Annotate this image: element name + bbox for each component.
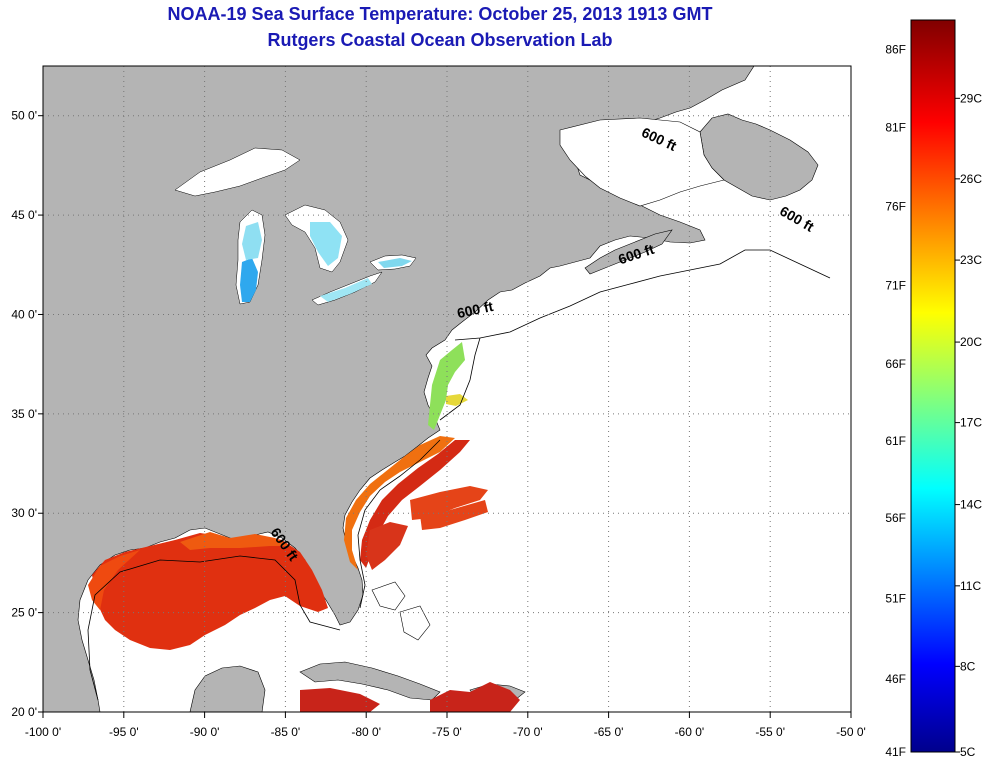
lon-tick-label: -90 0' [190,725,220,739]
colorbar-f-label: 41F [885,745,906,759]
lake-michigan-sst [240,258,258,302]
land-cuba [299,661,441,701]
colorbar-labels: 41F 46F 51F 56F 61F 66F 71F 76F 81F 86F 5C 8C 11C 14C… [885,42,982,759]
colorbar-f-label: 66F [885,357,906,371]
gulf-stream-sst [360,440,470,568]
lat-tick-label: 40 0' [11,307,37,321]
colorbar-f-label: 71F [885,279,906,293]
contour-600ft-se [357,439,441,609]
lat-tick-label: 20 0' [11,705,37,719]
lon-tick-label: -85 0' [271,725,301,739]
colorbar-f-label: 51F [885,591,906,605]
map-title: NOAA-19 Sea Surface Temperature: October… [167,4,713,24]
land-yucatan [189,665,266,712]
lake-superior [174,147,301,197]
contour-600ft-shelf [439,337,481,421]
lon-tick-label: -55 0' [755,725,785,739]
lake-erie-sst [320,278,372,302]
lake-ontario-sst [378,258,412,268]
colorbar-f-label: 81F [885,121,906,135]
offshore-warm-patch-2 [420,500,488,530]
lat-tick-label: 30 0' [11,506,37,520]
lon-tick-label: -70 0' [513,725,543,739]
contour-600ft-gulf [87,555,341,701]
land-nova-scotia [584,229,673,275]
colorbar-c-label: 5C [960,745,976,759]
contour-600ft-bahamas [371,581,431,641]
colorbar-c-label: 11C [960,579,981,593]
colorbar-c-label: 14C [960,498,982,512]
lat-tick-label: 50 0' [11,109,37,123]
map-subtitle: Rutgers Coastal Ocean Observation Lab [267,30,613,50]
colorbar-f-label: 56F [885,511,906,525]
colorbar [910,19,956,753]
southeast-coast-sst [344,436,455,570]
lon-tick-label: -95 0' [109,725,139,739]
lon-tick-label: -60 0' [675,725,705,739]
lon-tick-label: -100 0' [25,725,61,739]
gulf-of-mexico-sst-coast [180,532,290,550]
colorbar-c-label: 20C [960,335,982,349]
axis-labels: -100 0' -95 0' -90 0' -85 0' -80 0' -75 0' -70… [11,109,865,739]
lake-michigan-sst-north [242,222,262,260]
colorbar-f-label: 76F [885,200,906,214]
lat-tick-label: 25 0' [11,606,37,620]
colorbar-c-label: 8C [960,659,976,673]
colorbar-c-label: 17C [960,416,982,430]
colorbar-c-label: 26C [960,172,982,186]
caribbean-sst [430,682,520,712]
colorbar-c-label: 23C [960,253,982,267]
colorbar-c-label: 29C [960,91,982,105]
lat-tick-label: 35 0' [11,407,37,421]
offshore-warm-patch-3 [366,522,408,570]
caribbean-sst-2 [300,688,380,712]
lon-tick-label: -80 0' [351,725,381,739]
contour-label-600ft: 600 ft [455,298,494,321]
gulf-of-mexico-sst [92,533,328,650]
gulf-of-mexico-sst-edge [88,550,140,610]
mid-atlantic-sst-yellow [446,394,468,406]
contour-600ft-northeast [454,249,831,341]
lon-tick-label: -65 0' [594,725,624,739]
lon-tick-label: -75 0' [432,725,462,739]
colorbar-f-label: 46F [885,672,906,686]
lon-tick-label: -50 0' [836,725,866,739]
lake-huron-sst [310,222,342,266]
gulf-st-lawrence [559,117,725,207]
lat-tick-label: 45 0' [11,208,37,222]
offshore-warm-patch-1 [410,486,488,520]
colorbar-f-label: 86F [885,42,906,56]
colorbar-f-label: 61F [885,434,906,448]
